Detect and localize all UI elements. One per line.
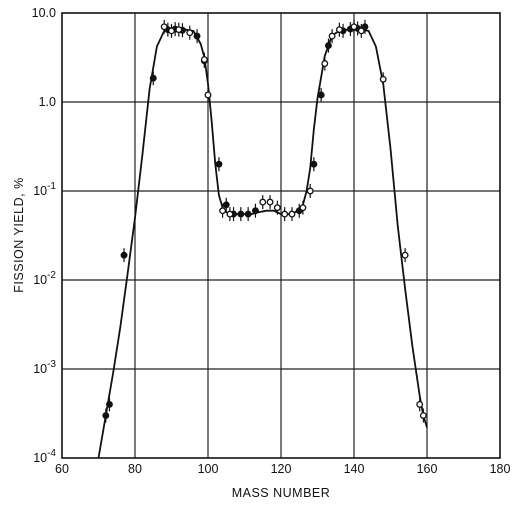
data-point-open: [288, 210, 296, 218]
data-point-filled: [244, 210, 252, 218]
data-point-open: [357, 27, 365, 35]
data-point-filled: [102, 412, 110, 419]
x-tick-label: 120: [271, 462, 292, 476]
data-point-filled: [317, 91, 325, 99]
data-point-open: [401, 251, 409, 259]
yield-curve: [97, 28, 428, 459]
data-point-open: [219, 207, 227, 215]
data-point-open: [299, 204, 307, 212]
x-tick-label: 180: [490, 462, 511, 476]
x-tick-label: 160: [417, 462, 438, 476]
data-point-filled: [237, 210, 245, 218]
y-tick-label: 10-3: [33, 359, 56, 376]
data-point-open: [273, 204, 281, 212]
data-point-open: [259, 198, 267, 206]
y-tick-label: 1.0: [39, 95, 56, 109]
data-point-open: [350, 23, 358, 31]
plot-frame: [61, 12, 501, 459]
data-point-filled: [325, 42, 332, 50]
grid-lines: [62, 13, 500, 458]
y-tick-label: 10-2: [33, 270, 56, 287]
x-tick-labels: 60 80 100 120 140 160 180: [55, 462, 510, 476]
data-point-filled: [215, 160, 223, 168]
data-point-filled: [193, 32, 201, 40]
y-tick-label: 10.0: [32, 6, 56, 20]
data-point-open: [168, 27, 175, 35]
data-points: [102, 19, 427, 423]
data-point-open: [204, 91, 212, 99]
data-point-open: [419, 412, 427, 419]
data-point-open: [226, 210, 234, 218]
y-tick-labels: 10.0 1.0 10-1 10-2 10-3 10-4: [32, 6, 57, 465]
data-point-filled: [361, 23, 369, 31]
x-tick-label: 80: [128, 462, 142, 476]
x-tick-label: 60: [55, 462, 69, 476]
data-point-open: [321, 60, 329, 68]
data-point-open: [281, 210, 289, 218]
data-point-open: [266, 198, 274, 206]
x-axis-title: MASS NUMBER: [232, 486, 331, 500]
data-point-open: [379, 75, 387, 83]
data-point-open: [328, 32, 336, 40]
x-tick-label: 100: [198, 462, 219, 476]
data-point-open: [160, 23, 168, 31]
data-point-filled: [149, 74, 157, 82]
data-point-filled: [120, 251, 128, 259]
data-point-open: [200, 56, 208, 63]
y-tick-label: 10-1: [33, 181, 56, 198]
data-point-filled: [310, 160, 318, 168]
data-point-filled: [222, 201, 230, 209]
data-point-open: [335, 26, 343, 34]
data-point-open: [416, 400, 424, 408]
data-point-filled: [105, 400, 113, 408]
data-point-filled: [251, 207, 259, 215]
data-point-open: [306, 187, 314, 195]
data-point-open: [186, 29, 194, 37]
y-tick-label: 10-4: [33, 448, 56, 465]
data-point-open: [175, 26, 183, 34]
x-tick-label: 140: [344, 462, 365, 476]
y-axis-title: FISSION YIELD, %: [12, 177, 26, 292]
